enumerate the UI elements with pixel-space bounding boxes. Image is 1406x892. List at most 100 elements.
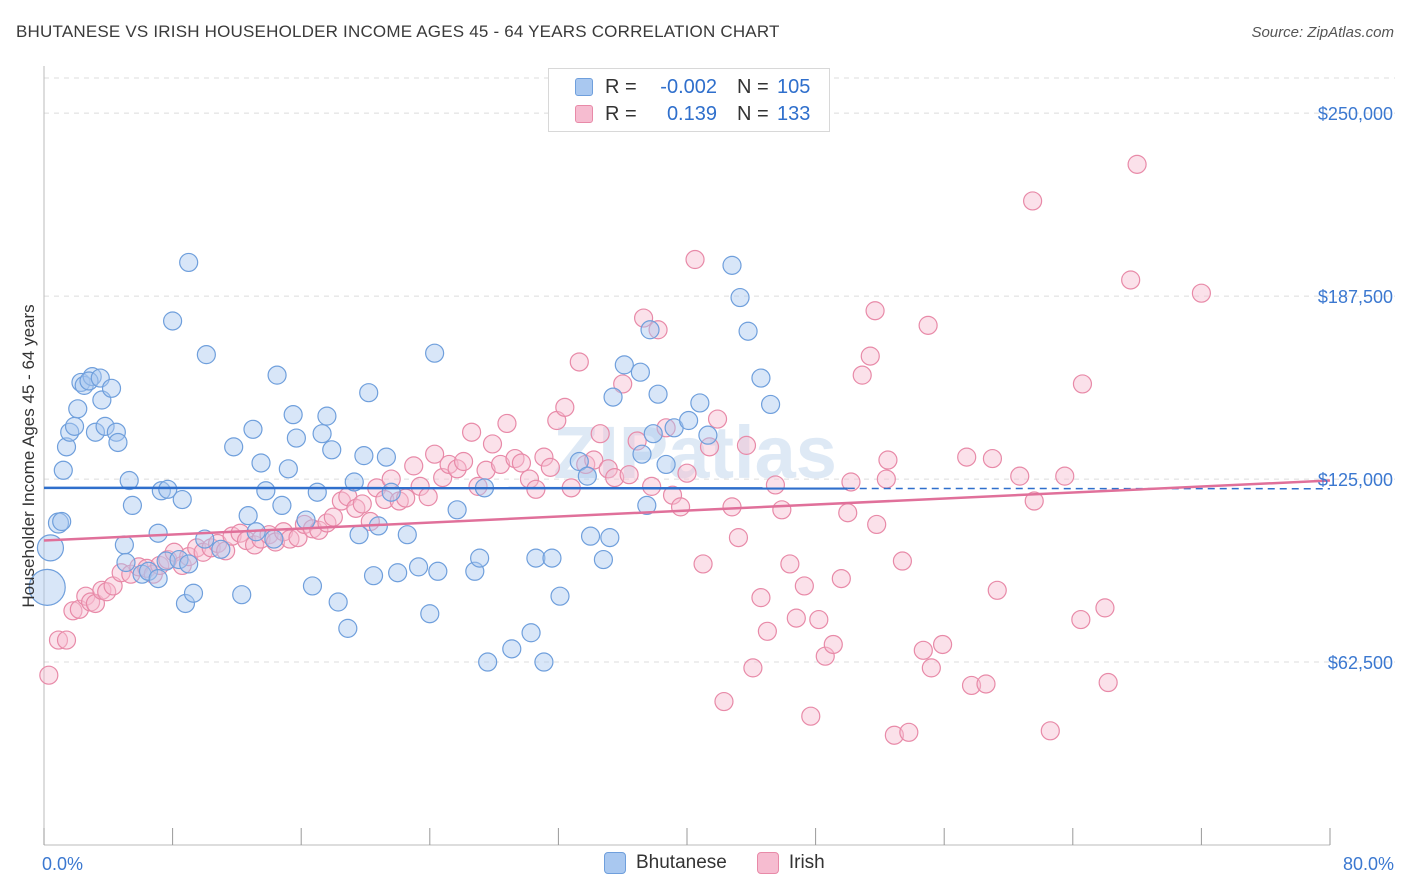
bhutanese-point xyxy=(52,511,72,532)
irish-point xyxy=(273,522,294,542)
x-tick-labels: 0.0% 80.0% xyxy=(42,854,1394,874)
correlation-legend: R = -0.002 N = 105 R = 0.139 N = 133 xyxy=(548,68,830,132)
irish-point xyxy=(111,563,131,583)
x-tick-label: 80.0% xyxy=(1343,854,1394,874)
irish-point xyxy=(410,476,430,496)
irish-point xyxy=(987,580,1007,600)
irish-point xyxy=(1121,270,1141,290)
bhutanese-point xyxy=(322,440,342,460)
bhutanese-point xyxy=(614,355,634,375)
bhutanese-point xyxy=(397,525,417,545)
r-label: R = xyxy=(605,75,637,98)
bhutanese-point xyxy=(637,495,657,516)
bhutanese-point xyxy=(148,523,168,543)
irish-point xyxy=(780,554,800,574)
irish-point xyxy=(1127,154,1147,174)
irish-point xyxy=(841,472,861,492)
bhutanese-point xyxy=(679,410,699,431)
bhutanese-point xyxy=(138,561,159,581)
gridlines xyxy=(44,77,1395,663)
irish-point xyxy=(511,453,532,473)
irish-point xyxy=(852,365,872,385)
irish-point xyxy=(447,459,467,479)
irish-legend-label: Irish xyxy=(788,852,825,873)
bhutanese-point xyxy=(302,576,323,596)
y-tick-label: $62,500 xyxy=(1328,653,1393,673)
bhutanese-point xyxy=(521,623,541,643)
irish-point xyxy=(1040,721,1060,741)
bhutanese-legend-swatch xyxy=(604,852,626,874)
irish-point xyxy=(418,487,438,507)
irish-point xyxy=(786,608,806,628)
irish-point xyxy=(619,465,639,485)
bhutanese-swatch xyxy=(575,78,593,96)
bhutanese-point xyxy=(312,424,332,444)
bhutanese-point xyxy=(751,368,771,388)
bhutanese-point xyxy=(232,585,252,605)
irish-point xyxy=(876,469,896,489)
bhutanese-point xyxy=(179,252,199,273)
bhutanese-point xyxy=(211,539,231,559)
bhutanese-point xyxy=(169,549,189,570)
irish-point xyxy=(831,568,851,589)
bhutanese-point xyxy=(158,479,178,499)
irish-point xyxy=(63,601,83,621)
irish-point xyxy=(809,609,829,630)
irish-point xyxy=(693,554,713,574)
bhutanese-point xyxy=(196,345,216,365)
n-value: 133 xyxy=(777,102,811,125)
irish-point xyxy=(823,634,843,655)
bhutanese-point xyxy=(64,416,85,436)
bhutanese-point xyxy=(243,419,263,439)
legend-item-irish: Irish xyxy=(756,852,825,874)
bhutanese-point xyxy=(630,362,650,382)
bhutanese-point xyxy=(502,639,522,659)
irish-point xyxy=(685,249,705,270)
bhutanese-point xyxy=(690,393,710,413)
y-tick-label: $187,500 xyxy=(1318,287,1393,307)
bhutanese-point xyxy=(151,481,171,501)
bhutanese-point xyxy=(71,372,91,393)
bhutanese-point xyxy=(56,437,77,457)
irish-point xyxy=(1071,609,1091,630)
bhutanese-point xyxy=(267,365,287,385)
bhutanese-point xyxy=(344,472,364,492)
bhutanese-point xyxy=(603,387,623,407)
irish-point xyxy=(265,532,286,552)
trend-lines xyxy=(43,479,1331,542)
bhutanese-point xyxy=(359,383,379,403)
bhutanese-point xyxy=(296,510,316,530)
axes xyxy=(43,66,1331,846)
r-label: R = xyxy=(605,102,637,125)
bhutanese-point xyxy=(730,287,750,308)
irish-point xyxy=(751,588,771,608)
bhutanese-point xyxy=(534,652,554,672)
bhutanese-point xyxy=(114,535,134,555)
irish-point xyxy=(490,454,511,475)
chart-title: BHUTANESE VS IRISH HOUSEHOLDER INCOME AG… xyxy=(16,22,780,41)
irish-point xyxy=(860,346,880,366)
irish-point xyxy=(772,500,792,520)
bhutanese-point xyxy=(722,255,742,275)
bhutanese-point xyxy=(354,446,374,466)
bhutanese-point xyxy=(526,548,546,568)
irish-point xyxy=(801,706,821,726)
irish-point xyxy=(569,352,589,372)
bhutanese-point xyxy=(175,593,196,614)
bhutanese-point xyxy=(648,384,668,404)
bhutanese-point xyxy=(122,495,143,516)
bhutanese-point xyxy=(600,528,620,548)
y-axis-label: Householder Income Ages 45 - 64 years xyxy=(19,304,38,607)
bhutanese-point xyxy=(478,652,498,672)
irish-point xyxy=(1095,598,1115,618)
bhutanese-point xyxy=(428,561,448,581)
x-tick-label: 0.0% xyxy=(42,854,83,874)
r-value: -0.002 xyxy=(660,75,717,98)
bhutanese-point xyxy=(251,453,271,473)
bhutanese-point xyxy=(79,371,99,391)
irish-point xyxy=(1010,466,1030,486)
bhutanese-point xyxy=(116,552,136,573)
bhutanese-point xyxy=(363,566,384,586)
irish-point xyxy=(736,435,757,455)
